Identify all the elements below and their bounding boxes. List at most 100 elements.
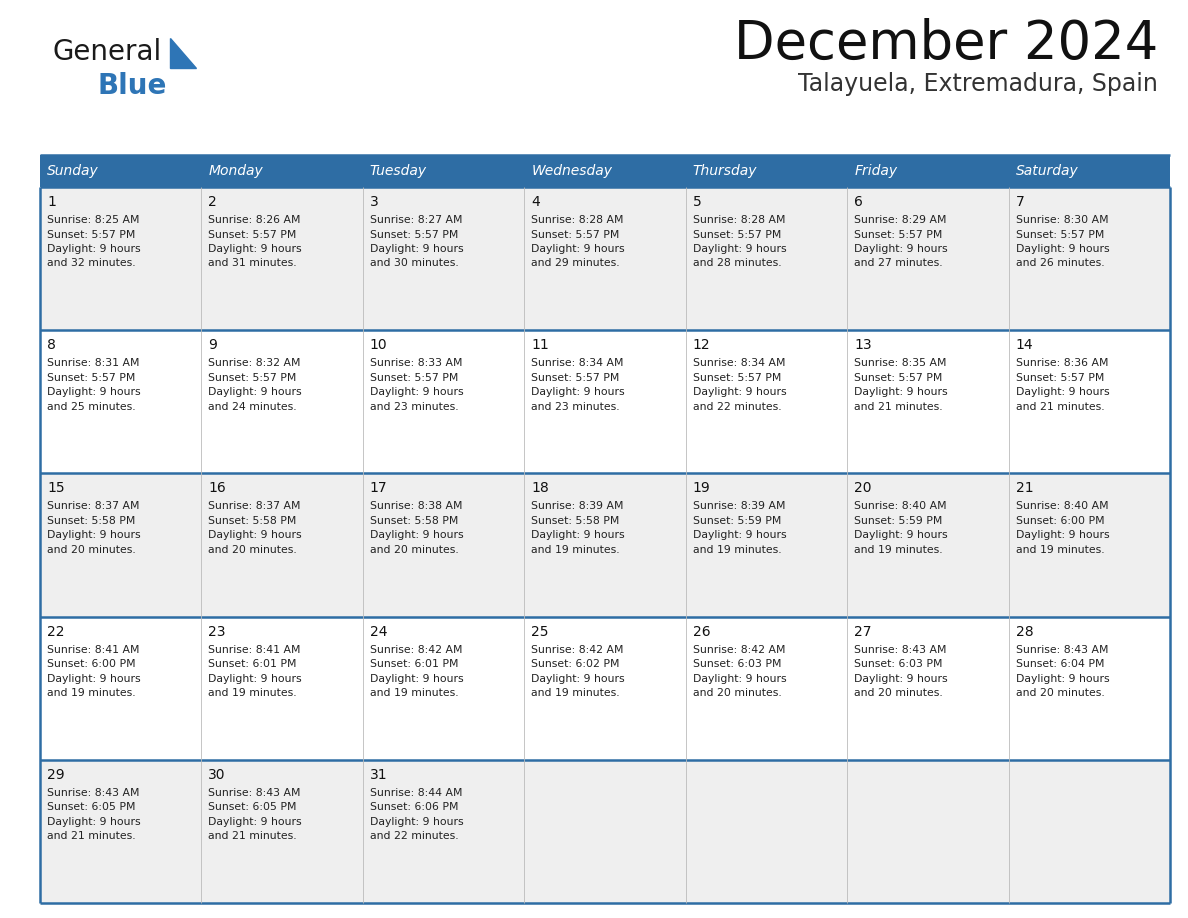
Text: and 19 minutes.: and 19 minutes. xyxy=(693,545,782,554)
Text: Daylight: 9 hours: Daylight: 9 hours xyxy=(369,387,463,397)
Text: Sunset: 6:04 PM: Sunset: 6:04 PM xyxy=(1016,659,1104,669)
Text: and 21 minutes.: and 21 minutes. xyxy=(1016,402,1104,411)
Text: Sunrise: 8:33 AM: Sunrise: 8:33 AM xyxy=(369,358,462,368)
Text: Daylight: 9 hours: Daylight: 9 hours xyxy=(369,817,463,827)
Text: and 31 minutes.: and 31 minutes. xyxy=(208,259,297,268)
Text: Sunset: 6:00 PM: Sunset: 6:00 PM xyxy=(1016,516,1104,526)
Text: Sunset: 5:57 PM: Sunset: 5:57 PM xyxy=(693,373,781,383)
Bar xyxy=(524,760,685,903)
Text: and 32 minutes.: and 32 minutes. xyxy=(48,259,135,268)
Text: Daylight: 9 hours: Daylight: 9 hours xyxy=(531,244,625,254)
Text: Daylight: 9 hours: Daylight: 9 hours xyxy=(48,387,140,397)
Text: Daylight: 9 hours: Daylight: 9 hours xyxy=(48,674,140,684)
Text: and 24 minutes.: and 24 minutes. xyxy=(208,402,297,411)
Text: and 29 minutes.: and 29 minutes. xyxy=(531,259,620,268)
Text: 2: 2 xyxy=(208,195,217,209)
Text: Friday: Friday xyxy=(854,164,897,178)
Text: Daylight: 9 hours: Daylight: 9 hours xyxy=(854,531,948,541)
Bar xyxy=(40,617,202,760)
Text: 27: 27 xyxy=(854,624,872,639)
Text: Sunrise: 8:26 AM: Sunrise: 8:26 AM xyxy=(208,215,301,225)
Text: Sunset: 5:57 PM: Sunset: 5:57 PM xyxy=(208,230,297,240)
Text: and 23 minutes.: and 23 minutes. xyxy=(531,402,620,411)
Text: Sunset: 5:58 PM: Sunset: 5:58 PM xyxy=(48,516,135,526)
Text: Sunrise: 8:27 AM: Sunrise: 8:27 AM xyxy=(369,215,462,225)
Bar xyxy=(685,330,847,474)
Text: Daylight: 9 hours: Daylight: 9 hours xyxy=(531,674,625,684)
Text: and 22 minutes.: and 22 minutes. xyxy=(369,832,459,841)
Text: and 20 minutes.: and 20 minutes. xyxy=(854,688,943,698)
Text: Sunset: 6:00 PM: Sunset: 6:00 PM xyxy=(48,659,135,669)
Bar xyxy=(685,760,847,903)
Text: Sunset: 5:57 PM: Sunset: 5:57 PM xyxy=(48,230,135,240)
Text: Sunrise: 8:28 AM: Sunrise: 8:28 AM xyxy=(693,215,785,225)
Text: 14: 14 xyxy=(1016,338,1034,353)
Text: Sunrise: 8:42 AM: Sunrise: 8:42 AM xyxy=(693,644,785,655)
Bar xyxy=(202,617,362,760)
Text: Daylight: 9 hours: Daylight: 9 hours xyxy=(693,244,786,254)
Text: Sunrise: 8:39 AM: Sunrise: 8:39 AM xyxy=(531,501,624,511)
Text: and 20 minutes.: and 20 minutes. xyxy=(369,545,459,554)
Bar xyxy=(1009,760,1170,903)
Text: 6: 6 xyxy=(854,195,862,209)
Text: Sunrise: 8:32 AM: Sunrise: 8:32 AM xyxy=(208,358,301,368)
Text: and 19 minutes.: and 19 minutes. xyxy=(854,545,943,554)
Bar xyxy=(40,187,202,330)
Text: and 20 minutes.: and 20 minutes. xyxy=(693,688,782,698)
Text: and 20 minutes.: and 20 minutes. xyxy=(1016,688,1105,698)
Text: 7: 7 xyxy=(1016,195,1024,209)
Text: Daylight: 9 hours: Daylight: 9 hours xyxy=(48,531,140,541)
Text: Daylight: 9 hours: Daylight: 9 hours xyxy=(369,531,463,541)
Bar xyxy=(847,155,1009,187)
Text: 1: 1 xyxy=(48,195,56,209)
Text: Sunset: 6:01 PM: Sunset: 6:01 PM xyxy=(208,659,297,669)
Text: Thursday: Thursday xyxy=(693,164,757,178)
Bar xyxy=(1009,187,1170,330)
Text: Sunset: 5:57 PM: Sunset: 5:57 PM xyxy=(1016,373,1104,383)
Bar xyxy=(847,760,1009,903)
Text: and 19 minutes.: and 19 minutes. xyxy=(48,688,135,698)
Text: 21: 21 xyxy=(1016,481,1034,496)
Bar xyxy=(202,474,362,617)
Text: Sunrise: 8:30 AM: Sunrise: 8:30 AM xyxy=(1016,215,1108,225)
Text: Daylight: 9 hours: Daylight: 9 hours xyxy=(369,244,463,254)
Bar xyxy=(362,617,524,760)
Text: 22: 22 xyxy=(48,624,64,639)
Text: Sunrise: 8:37 AM: Sunrise: 8:37 AM xyxy=(48,501,139,511)
Text: Daylight: 9 hours: Daylight: 9 hours xyxy=(1016,531,1110,541)
Text: Sunrise: 8:28 AM: Sunrise: 8:28 AM xyxy=(531,215,624,225)
Text: 23: 23 xyxy=(208,624,226,639)
Text: Daylight: 9 hours: Daylight: 9 hours xyxy=(854,387,948,397)
Bar xyxy=(1009,474,1170,617)
Bar xyxy=(1009,617,1170,760)
Bar xyxy=(685,617,847,760)
Bar xyxy=(40,155,202,187)
Text: Sunset: 5:58 PM: Sunset: 5:58 PM xyxy=(531,516,620,526)
Text: and 21 minutes.: and 21 minutes. xyxy=(854,402,943,411)
Bar xyxy=(202,187,362,330)
Text: and 19 minutes.: and 19 minutes. xyxy=(369,688,459,698)
Text: Daylight: 9 hours: Daylight: 9 hours xyxy=(1016,244,1110,254)
Text: 4: 4 xyxy=(531,195,541,209)
Text: Sunrise: 8:31 AM: Sunrise: 8:31 AM xyxy=(48,358,139,368)
Text: Daylight: 9 hours: Daylight: 9 hours xyxy=(208,674,302,684)
Text: and 20 minutes.: and 20 minutes. xyxy=(208,545,297,554)
Text: 28: 28 xyxy=(1016,624,1034,639)
Bar xyxy=(362,474,524,617)
Text: Sunset: 5:59 PM: Sunset: 5:59 PM xyxy=(854,516,942,526)
Text: Daylight: 9 hours: Daylight: 9 hours xyxy=(693,387,786,397)
Text: Sunset: 5:59 PM: Sunset: 5:59 PM xyxy=(693,516,781,526)
Bar xyxy=(847,474,1009,617)
Text: Daylight: 9 hours: Daylight: 9 hours xyxy=(854,244,948,254)
Bar xyxy=(524,187,685,330)
Bar xyxy=(40,330,202,474)
Text: 24: 24 xyxy=(369,624,387,639)
Bar xyxy=(202,330,362,474)
Text: Sunrise: 8:35 AM: Sunrise: 8:35 AM xyxy=(854,358,947,368)
Bar xyxy=(362,187,524,330)
Bar xyxy=(847,330,1009,474)
Bar xyxy=(685,155,847,187)
Bar xyxy=(1009,330,1170,474)
Bar xyxy=(524,474,685,617)
Text: 18: 18 xyxy=(531,481,549,496)
